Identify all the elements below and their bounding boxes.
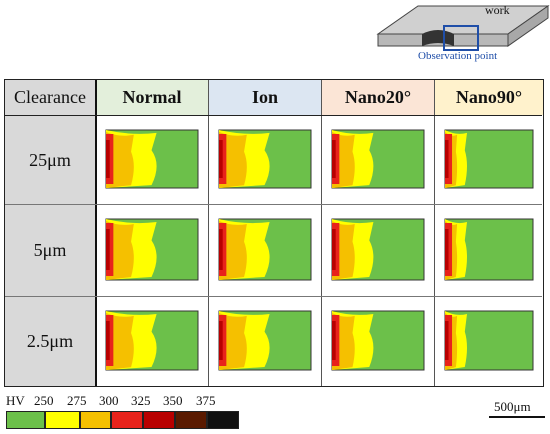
legend-swatch (80, 411, 111, 429)
hardness-map-image (435, 116, 543, 204)
row-header-25um: 25μm (5, 116, 95, 204)
scale-bar-label: 500μm (494, 399, 531, 414)
scale-bar (489, 416, 545, 418)
legend-tick-label: 375 (196, 393, 216, 408)
hardness-map-image (435, 205, 543, 296)
hardness-map-image (96, 297, 208, 386)
row-header-2-5um: 2.5μm (5, 297, 95, 386)
legend-swatch (175, 411, 207, 429)
hardness-map-image (96, 116, 208, 204)
legend-hv-label: HV (6, 393, 25, 408)
hardness-map-table: Clearance Normal Ion Nano20° Nano90° 25μ… (4, 79, 544, 387)
legend-swatch (6, 411, 45, 429)
legend-tick-label: 325 (131, 393, 151, 408)
legend-tick-label: 275 (67, 393, 87, 408)
legend-swatch (111, 411, 143, 429)
observation-point-label: Observation point (418, 50, 498, 62)
column-header-nano20: Nano20° (322, 80, 434, 115)
column-header-nano90: Nano90° (435, 80, 543, 115)
column-header-normal: Normal (96, 80, 208, 115)
hardness-map-image (209, 297, 321, 386)
hardness-map-image (209, 205, 321, 296)
hardness-map-image (322, 116, 434, 204)
work-label: work (485, 3, 510, 17)
workpiece-schematic (376, 5, 550, 51)
legend-swatch (143, 411, 175, 429)
legend-swatch (45, 411, 80, 429)
legend-tick-label: 350 (163, 393, 183, 408)
legend-tick-label: 250 (34, 393, 54, 408)
row-header-5um: 5μm (5, 205, 95, 296)
hardness-map-image (209, 116, 321, 204)
column-header-ion: Ion (209, 80, 321, 115)
observation-box (443, 25, 479, 51)
hardness-map-image (322, 297, 434, 386)
clearance-header: Clearance (5, 80, 95, 115)
hardness-map-image (96, 205, 208, 296)
legend-swatch (207, 411, 239, 429)
hardness-map-image (435, 297, 543, 386)
legend-tick-label: 300 (99, 393, 119, 408)
hardness-map-image (322, 205, 434, 296)
